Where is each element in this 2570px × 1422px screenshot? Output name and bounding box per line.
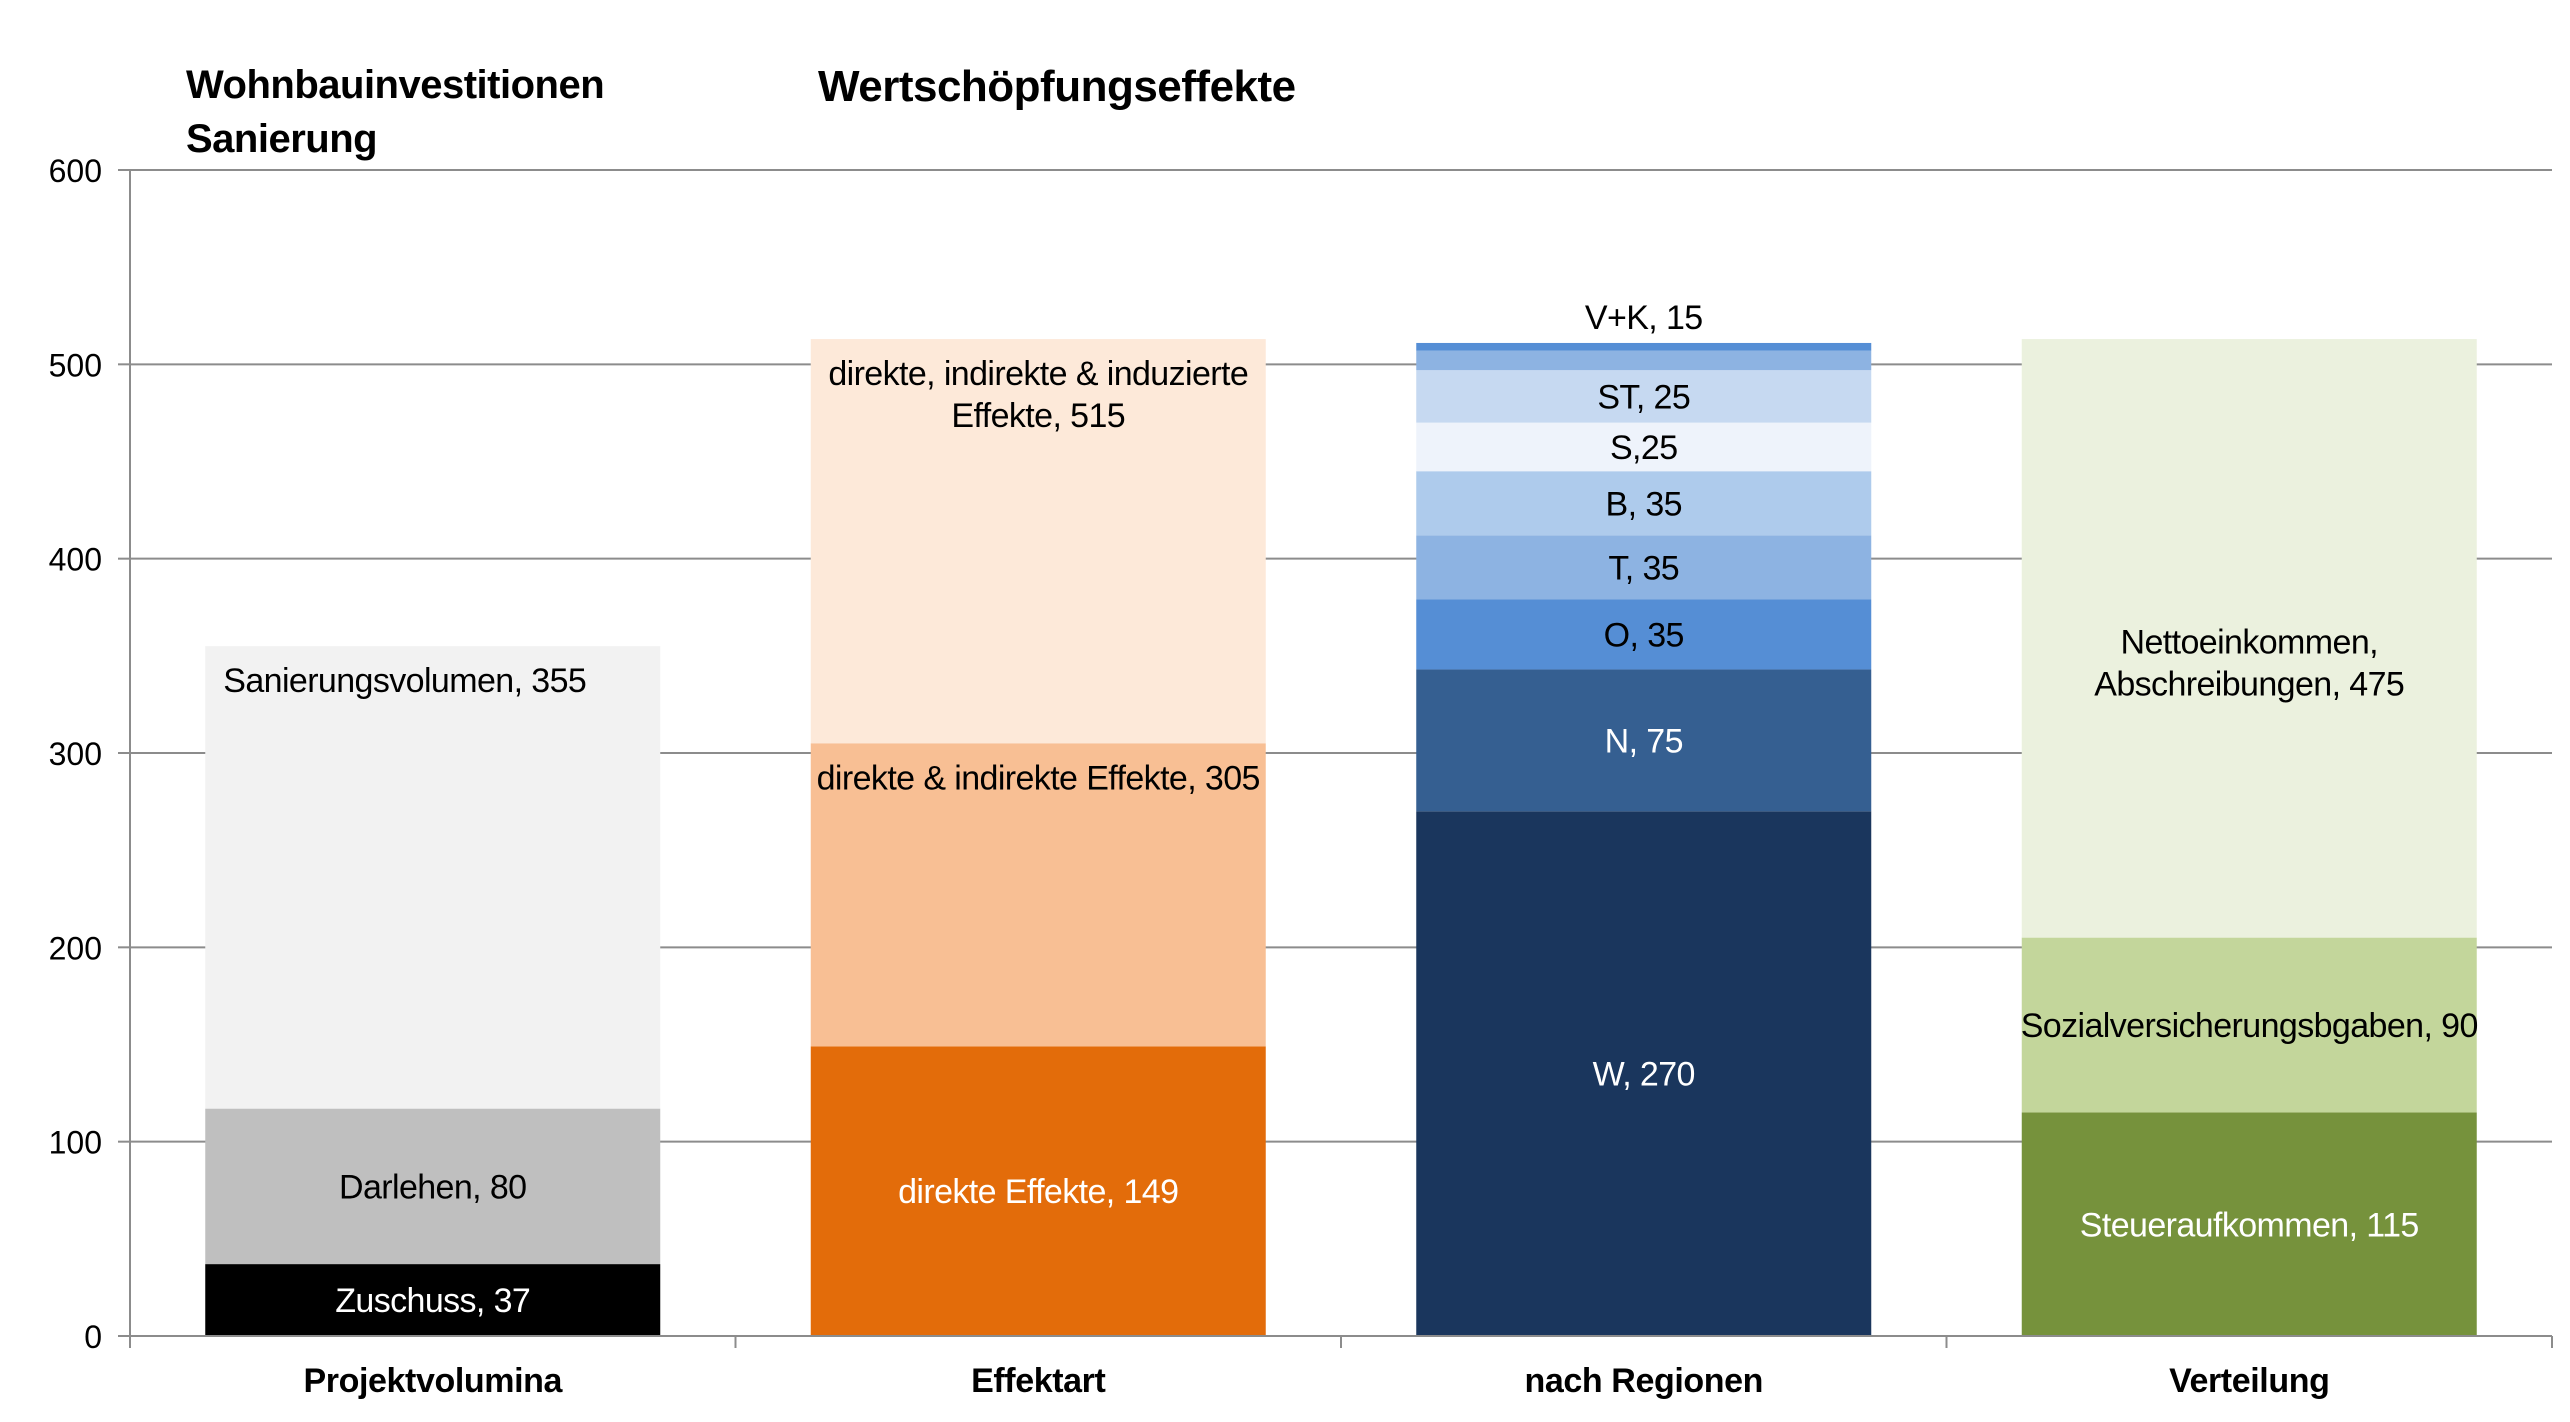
bar-segment xyxy=(810,1046,1266,1336)
data-label: V+K, 15 xyxy=(1585,299,1703,337)
data-label: direkte & indirekte Effekte, 305 xyxy=(817,759,1260,797)
bar-segment xyxy=(1416,342,1872,351)
data-label: direkte, indirekte & induzierte xyxy=(828,355,1248,393)
bar-segment xyxy=(1416,811,1872,1336)
data-label: S,25 xyxy=(1610,429,1678,467)
y-tick-label: 100 xyxy=(49,1125,102,1161)
bar-segment xyxy=(1416,669,1872,812)
data-label: O, 35 xyxy=(1604,616,1684,654)
bar-segment xyxy=(205,1264,661,1336)
bar-segment xyxy=(1416,599,1872,670)
subtitle-line-2: Sanierung xyxy=(186,117,378,161)
data-label: Zuschuss, 37 xyxy=(335,1282,530,1320)
bar-segment xyxy=(810,339,1266,744)
data-label: N, 75 xyxy=(1605,722,1683,760)
bar-segment xyxy=(1416,535,1872,600)
data-label: Sanierungsvolumen, 355 xyxy=(223,662,586,700)
x-tick-label: nach Regionen xyxy=(1525,1362,1764,1400)
data-label: Abschreibungen, 475 xyxy=(2094,665,2404,703)
data-label: W, 270 xyxy=(1593,1056,1695,1094)
data-label: Effekte, 515 xyxy=(951,397,1125,435)
data-label: Darlehen, 80 xyxy=(339,1168,527,1206)
data-label: Nettoeinkommen, xyxy=(2121,623,2378,661)
y-tick-label: 600 xyxy=(49,153,102,189)
data-label: Sozialversicherungsbgaben, 90 xyxy=(2021,1007,2478,1045)
x-tick-label: Projektvolumina xyxy=(303,1362,563,1400)
bar-segment xyxy=(1416,370,1872,423)
bar-segment xyxy=(205,1108,661,1265)
bar-segment xyxy=(2021,1112,2477,1336)
subtitle-line-1: Wohnbauinvestitionen xyxy=(186,63,605,107)
data-label: direkte Effekte, 149 xyxy=(898,1173,1178,1211)
y-tick-label: 300 xyxy=(49,736,102,772)
y-tick-label: 200 xyxy=(49,930,102,966)
bar-segment xyxy=(205,646,661,1109)
bar-segment xyxy=(1416,350,1872,371)
data-label: B, 35 xyxy=(1606,485,1682,523)
data-label: ST, 25 xyxy=(1597,378,1690,416)
x-tick-label: Effektart xyxy=(971,1362,1105,1400)
chart-title: Wertschöpfungseffekte xyxy=(818,62,1296,111)
bar-segment xyxy=(2021,339,2477,938)
bar-segment xyxy=(1416,422,1872,472)
y-tick-label: 0 xyxy=(84,1319,102,1355)
bar-segment xyxy=(1416,471,1872,536)
y-tick-label: 500 xyxy=(49,347,102,383)
data-label: T, 35 xyxy=(1608,549,1679,587)
bar-segment xyxy=(2021,937,2477,1113)
data-label: Steueraufkommen, 115 xyxy=(2080,1206,2419,1244)
x-tick-label: Verteilung xyxy=(2169,1362,2329,1400)
chart-subtitle-left: Wohnbauinvestitionen Sanierung xyxy=(186,58,605,166)
bar-segment xyxy=(810,743,1266,1047)
y-tick-label: 400 xyxy=(49,542,102,578)
